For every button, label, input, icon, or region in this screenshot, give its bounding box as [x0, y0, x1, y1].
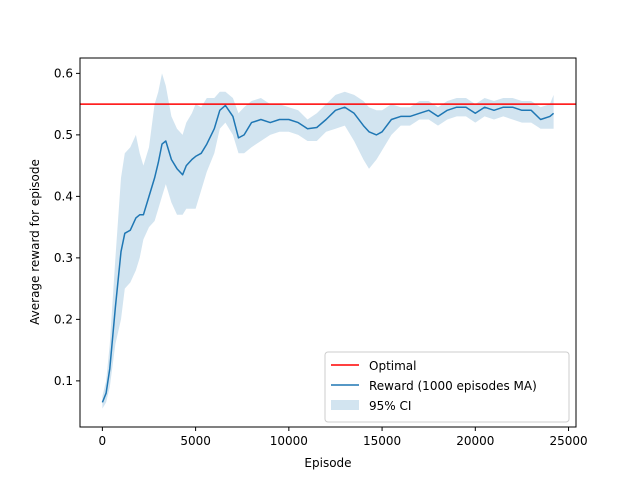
y-tick-label: 0.1 [54, 374, 73, 388]
y-axis-ticks: 0.1 0.2 0.3 0.4 0.5 0.6 [54, 66, 80, 388]
legend: Optimal Reward (1000 episodes MA) 95% CI [324, 351, 570, 423]
x-tick-label: 10000 [270, 434, 308, 448]
reward-line [101, 104, 555, 403]
x-axis-ticks: 0 5000 10000 15000 20000 25000 [99, 427, 588, 448]
y-axis-label: Average reward for episode [28, 159, 42, 325]
legend-optimal-label: Optimal [369, 359, 416, 373]
reward-line-layer [101, 104, 555, 403]
x-tick-label: 25000 [549, 434, 587, 448]
y-tick-label: 0.4 [54, 189, 73, 203]
x-tick-label: 15000 [363, 434, 401, 448]
x-tick-label: 0 [99, 434, 107, 448]
y-tick-label: 0.6 [54, 66, 73, 80]
plot-frame [79, 57, 577, 428]
y-tick-label: 0.3 [54, 251, 73, 265]
legend-ci-swatch [331, 400, 359, 410]
x-tick-label: 5000 [180, 434, 211, 448]
x-tick-label: 20000 [456, 434, 494, 448]
legend-ci-label: 95% CI [369, 399, 411, 413]
legend-box [324, 351, 570, 423]
x-axis-label: Episode [304, 456, 351, 470]
legend-reward-label: Reward (1000 episodes MA) [369, 379, 537, 393]
y-tick-label: 0.2 [54, 312, 73, 326]
y-tick-label: 0.5 [54, 128, 73, 142]
